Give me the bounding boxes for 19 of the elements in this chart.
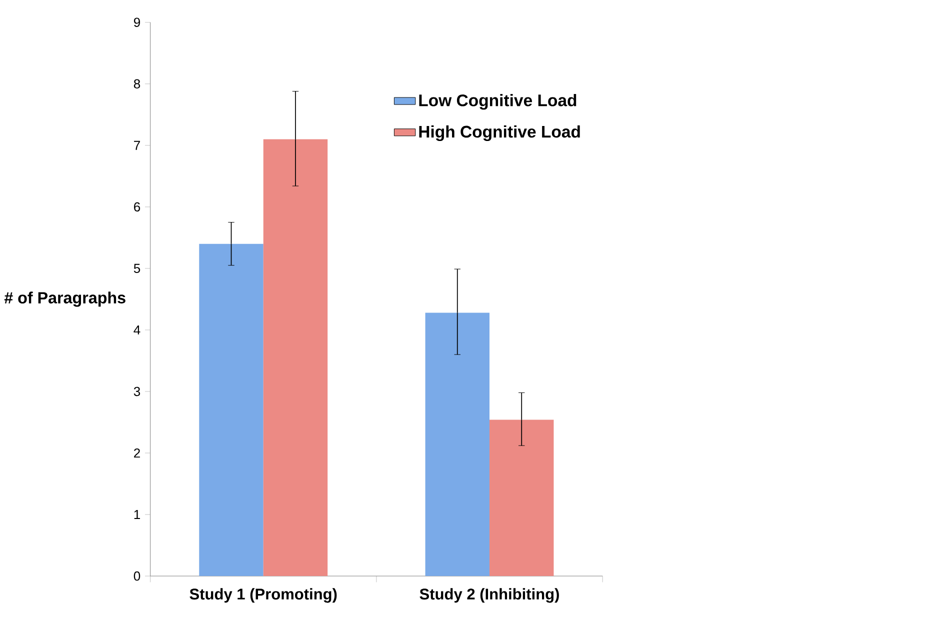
y-tick-label: 1: [134, 510, 140, 520]
y-tick-label: 9: [134, 18, 140, 28]
y-axis-title: # of Paragraphs: [4, 292, 126, 307]
bar: [263, 139, 328, 576]
y-tick-label: 2: [134, 448, 140, 458]
y-tick-label: 0: [134, 572, 140, 581]
y-tick-label: 7: [134, 141, 140, 150]
legend-label: High Cognitive Load: [419, 126, 580, 142]
y-tick-label: 8: [134, 79, 140, 89]
x-tick-label: Study 2 (Inhibiting): [420, 588, 559, 603]
y-tick-label: 6: [134, 202, 140, 212]
y-tick-label: 3: [134, 387, 140, 396]
y-tick-label: 5: [134, 264, 140, 274]
y-tick-label: 4: [134, 326, 140, 335]
bar: [199, 244, 264, 576]
legend-label: Low Cognitive Load: [419, 94, 576, 110]
bar: [489, 420, 554, 576]
bar: [425, 312, 490, 576]
x-tick-label: Study 1 (Promoting): [190, 588, 337, 603]
